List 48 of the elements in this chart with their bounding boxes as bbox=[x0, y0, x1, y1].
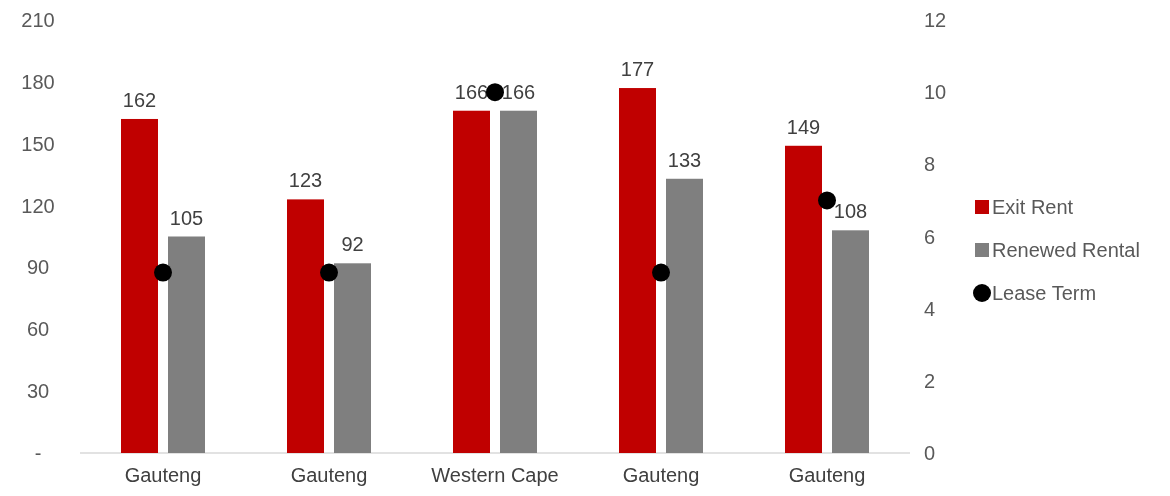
point bbox=[486, 83, 504, 102]
point bbox=[818, 191, 836, 210]
x-tick-label: Gauteng bbox=[788, 464, 866, 486]
x-tick-label: Western Cape bbox=[431, 464, 559, 486]
bar bbox=[500, 110, 537, 453]
y2-tick-label: 0 bbox=[924, 442, 936, 464]
y2-tick-label: 2 bbox=[924, 369, 936, 392]
y-tick-label: - bbox=[34, 442, 42, 464]
bar bbox=[334, 263, 371, 453]
data-label: 92 bbox=[341, 233, 364, 256]
y-tick-label: 30 bbox=[26, 380, 50, 403]
data-label: 166 bbox=[454, 80, 489, 103]
bar bbox=[287, 199, 324, 453]
data-label: 162 bbox=[122, 88, 157, 111]
legend-label: Renewed Rental bbox=[992, 239, 1140, 261]
y-tick-label: 60 bbox=[26, 318, 50, 341]
bar bbox=[453, 110, 490, 453]
y2-tick-label: 6 bbox=[924, 225, 936, 248]
bar bbox=[832, 230, 869, 453]
y2-tick-label: 10 bbox=[924, 81, 947, 104]
data-label: 108 bbox=[833, 200, 868, 223]
y-tick-label: 90 bbox=[26, 256, 50, 279]
data-label: 105 bbox=[169, 206, 204, 229]
data-label: 133 bbox=[667, 148, 702, 171]
bar bbox=[619, 88, 656, 453]
y2-tick-label: 8 bbox=[924, 153, 936, 176]
data-label: 123 bbox=[288, 169, 323, 192]
x-tick-label: Gauteng bbox=[622, 464, 700, 486]
data-label: 166 bbox=[501, 80, 536, 103]
legend-label: Exit Rent bbox=[992, 196, 1074, 218]
y-tick-label: 180 bbox=[21, 70, 55, 93]
bar bbox=[785, 145, 822, 453]
point bbox=[652, 263, 670, 282]
y2-tick-label: 12 bbox=[924, 9, 947, 31]
bar bbox=[666, 178, 703, 453]
point bbox=[320, 263, 338, 282]
data-label: 149 bbox=[786, 115, 821, 138]
bar bbox=[121, 118, 158, 453]
data-label: 177 bbox=[620, 58, 655, 81]
x-tick-label: Gauteng bbox=[290, 464, 368, 486]
x-tick-label: Gauteng bbox=[124, 464, 202, 486]
y-tick-label: 210 bbox=[21, 9, 55, 31]
y2-tick-label: 4 bbox=[924, 297, 936, 320]
y-tick-label: 120 bbox=[21, 194, 55, 217]
point bbox=[154, 263, 172, 282]
y-tick-label: 150 bbox=[21, 132, 55, 155]
bar bbox=[168, 236, 205, 453]
legend-label: Lease Term bbox=[992, 282, 1097, 304]
